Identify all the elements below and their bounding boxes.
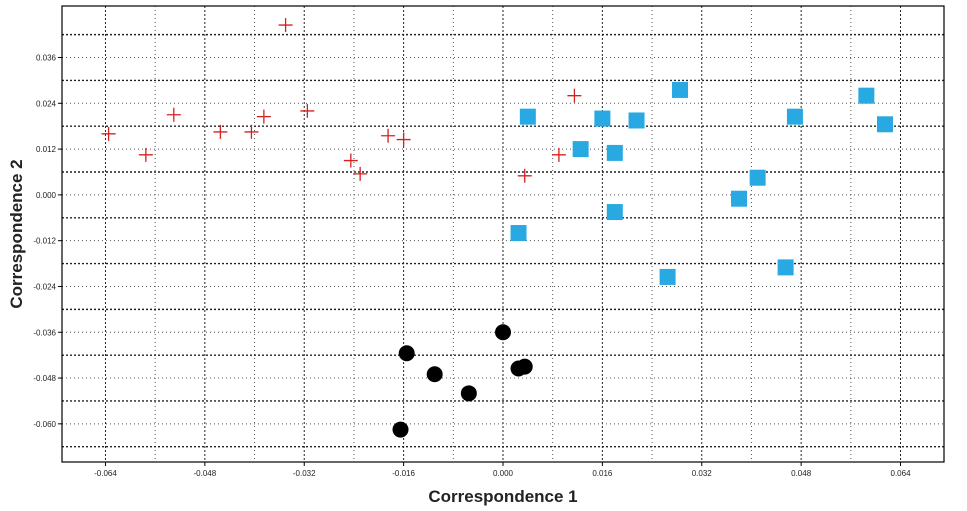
y-tick-label: 0.000 [36,191,57,200]
y-axis: 0.036 0.024 0.012 0.000 -0.012 -0.024 -0.036 -0… [33,54,62,429]
y-tick-label: -0.024 [33,282,56,291]
plus-marker [256,109,271,124]
circle-marker [460,385,477,402]
plus-marker [213,124,228,139]
y-tick-label: -0.012 [33,237,56,246]
plus-marker [567,88,582,103]
square-marker [606,204,623,221]
circle-marker [392,421,409,438]
plus-marker [353,166,368,181]
square-marker [672,81,689,98]
plus-marker [396,132,411,147]
square-marker [572,141,589,158]
plus-marker [381,128,396,143]
square-marker [594,110,611,127]
x-tick-label: 0.032 [692,469,713,478]
square-marker [777,259,794,276]
x-axis-title: Correspondence 1 [428,487,577,506]
x-tick-label: -0.016 [392,469,415,478]
circle-marker [516,358,533,375]
square-marker [749,169,766,186]
plus-marker [138,147,153,162]
plus-marker [517,168,532,183]
plus-marker [278,18,293,33]
square-marker [659,268,676,285]
square-marker [510,225,527,242]
square-marker [731,190,748,207]
y-tick-label: -0.048 [33,374,56,383]
square-marker [786,108,803,125]
x-tick-label: -0.048 [194,469,217,478]
y-tick-label: 0.012 [36,145,57,154]
square-marker [606,144,623,161]
y-axis-title: Correspondence 2 [7,159,26,308]
y-tick-label: 0.024 [36,99,57,108]
y-tick-label: -0.060 [33,420,56,429]
x-tick-label: 0.000 [493,469,514,478]
x-axis: -0.064 -0.048 -0.032 -0.016 0.000 0.016 0.032 0… [94,462,911,478]
x-tick-label: 0.064 [891,469,912,478]
circle-marker [398,345,415,362]
plus-marker [166,107,181,122]
plus-marker [300,103,315,118]
circle-marker [426,366,443,383]
x-tick-label: 0.016 [592,469,613,478]
x-tick-label: -0.064 [94,469,117,478]
square-marker [876,116,893,133]
square-marker [628,112,645,129]
grid-lines [62,6,944,462]
circle-marker [495,324,511,341]
plus-marker [101,126,116,141]
data-points [101,18,893,438]
x-tick-label: -0.032 [293,469,316,478]
plus-marker [343,153,358,168]
x-tick-label: 0.048 [791,469,812,478]
y-tick-label: 0.036 [36,54,57,63]
y-tick-label: -0.036 [33,328,56,337]
plus-marker [551,147,566,162]
plus-marker [244,124,259,139]
square-marker [858,87,875,104]
square-marker [519,108,536,125]
